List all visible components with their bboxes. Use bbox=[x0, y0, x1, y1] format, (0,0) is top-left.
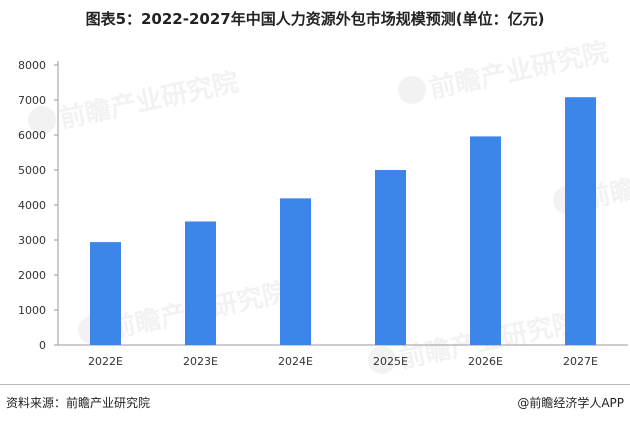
x-tick-label: 2025E bbox=[373, 355, 408, 368]
credit-note: @前瞻经济学人APP bbox=[517, 396, 624, 410]
bar-series bbox=[90, 97, 596, 345]
watermark-text: 前瞻产业研究院 bbox=[57, 67, 241, 135]
watermark: 前瞻产业研究院 bbox=[398, 37, 611, 105]
y-tick-label: 3000 bbox=[18, 234, 46, 247]
watermark: 前瞻产业研究院 bbox=[28, 67, 241, 135]
watermark-logo-icon bbox=[368, 346, 396, 374]
y-tick-label: 0 bbox=[39, 339, 46, 352]
x-tick-label: 2026E bbox=[468, 355, 503, 368]
x-tick-label: 2022E bbox=[88, 355, 123, 368]
footer: 资料来源：前瞻产业研究院 @前瞻经济学人APP bbox=[0, 384, 630, 420]
bar bbox=[90, 242, 121, 345]
bar-chart: 前瞻产业研究院前瞻产业研究院前瞻产业研究院前瞻产业研究院前瞻产业研究院 0100… bbox=[18, 37, 630, 375]
footer-divider bbox=[0, 384, 630, 385]
bar bbox=[470, 136, 501, 345]
watermark-logo-icon bbox=[28, 106, 56, 134]
watermark-text: 前瞻产业研究院 bbox=[427, 37, 611, 105]
bar bbox=[565, 97, 596, 345]
y-tick-label: 7000 bbox=[18, 94, 46, 107]
x-tick-label: 2027E bbox=[563, 355, 598, 368]
y-axis: 0 1000 2000 3000 4000 5000 6000 7000 8000 bbox=[18, 59, 59, 352]
chart-title: 图表5：2022-2027年中国人力资源外包市场规模预测(单位：亿元) bbox=[85, 10, 545, 28]
watermark-logo-icon bbox=[398, 76, 426, 104]
bar bbox=[375, 170, 406, 345]
y-tick-label: 2000 bbox=[18, 269, 46, 282]
y-tick-label: 6000 bbox=[18, 129, 46, 142]
x-tick-label: 2023E bbox=[183, 355, 218, 368]
y-tick-label: 1000 bbox=[18, 304, 46, 317]
x-axis: 2022E 2023E 2024E 2025E 2026E 2027E bbox=[58, 344, 628, 368]
bar bbox=[185, 221, 216, 345]
source-note: 资料来源：前瞻产业研究院 bbox=[6, 396, 151, 410]
y-tick-label: 4000 bbox=[18, 199, 46, 212]
y-tick-label: 8000 bbox=[18, 59, 46, 72]
bar bbox=[280, 198, 311, 345]
y-tick-label: 5000 bbox=[18, 164, 46, 177]
x-tick-label: 2024E bbox=[278, 355, 313, 368]
